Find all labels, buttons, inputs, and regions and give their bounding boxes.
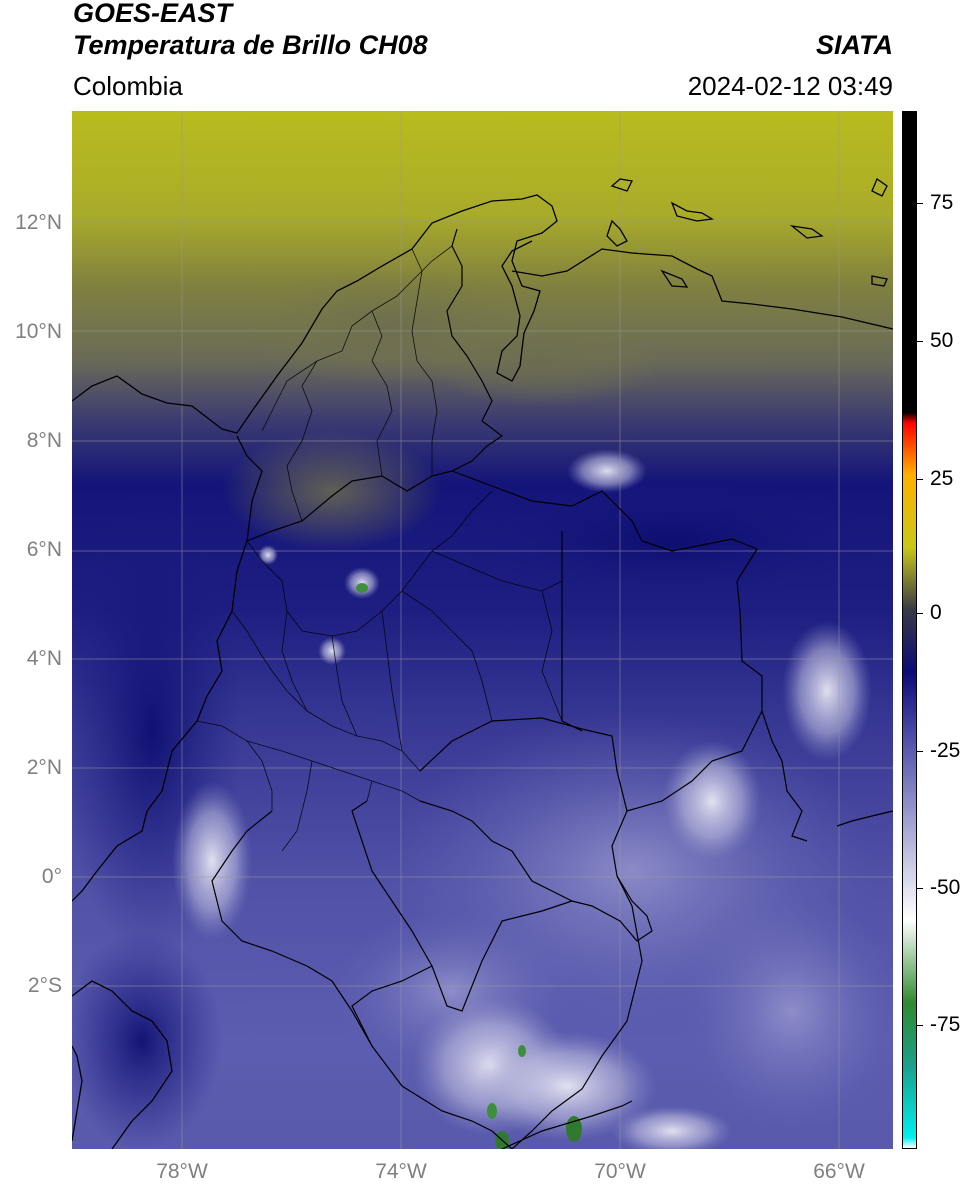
lat-label-2n: 2°N	[26, 756, 62, 779]
colorbar-tick	[917, 203, 923, 204]
lat-label-equator: 0°	[41, 865, 62, 888]
colorbar-tick	[917, 888, 923, 889]
colorbar-label-0: 0	[930, 601, 942, 624]
brand-label: SIATA	[816, 30, 893, 60]
lat-label-2s: 2°S	[27, 974, 62, 997]
colorbar-label-75: 75	[930, 191, 954, 214]
colorbar-label-25: 25	[930, 467, 954, 490]
lat-label-8n: 8°N	[26, 429, 62, 452]
map-canvas	[72, 111, 893, 1149]
coastlines	[72, 178, 893, 1149]
colorbar-tick	[917, 1025, 923, 1026]
lon-label-70w: 70°W	[594, 1160, 646, 1183]
colorbar-label-minus25: -25	[930, 739, 961, 762]
satellite-title: GOES-EAST	[73, 0, 233, 28]
department-borders	[196, 245, 563, 852]
lon-label-66w: 66°W	[813, 1160, 865, 1183]
colorbar-tick	[917, 613, 923, 614]
colorbar-tick	[917, 341, 923, 342]
colorbar-tick	[917, 751, 923, 752]
colorbar-tick	[917, 479, 923, 480]
colorbar-label-50: 50	[930, 329, 954, 352]
lon-label-74w: 74°W	[375, 1160, 427, 1183]
borders	[211, 228, 808, 1149]
lat-label-6n: 6°N	[26, 538, 62, 561]
satellite-map[interactable]	[72, 111, 893, 1149]
lat-label-12n: 12°N	[15, 211, 62, 234]
colorbar	[902, 111, 917, 1149]
colorbar-label-minus50: -50	[930, 876, 961, 899]
product-title: Temperatura de Brillo CH08	[73, 30, 428, 60]
lon-label-78w: 78°W	[156, 1160, 208, 1183]
colorbar-label-minus75: -75	[930, 1013, 961, 1036]
timestamp-label: 2024-02-12 03:49	[687, 71, 893, 101]
region-label: Colombia	[73, 71, 183, 101]
lat-label-10n: 10°N	[15, 320, 62, 343]
lat-label-4n: 4°N	[26, 647, 62, 670]
